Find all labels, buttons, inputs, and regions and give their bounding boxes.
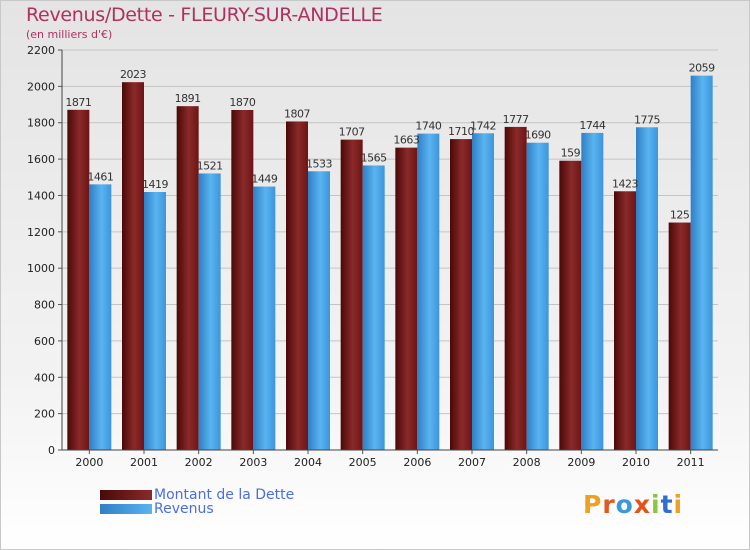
x-tick-label: 2006 — [403, 456, 431, 469]
data-label-revenue: 1533 — [306, 157, 332, 170]
data-label-revenue: 1521 — [197, 159, 223, 172]
bar-revenue — [308, 171, 330, 451]
bar-revenue — [362, 165, 385, 451]
x-tick-label: 2010 — [622, 456, 650, 469]
axes: 0 200 400 600 800 1000 1200 1400 1600 1800 2000 220… — [27, 44, 718, 469]
data-label-debt: 1870 — [229, 96, 255, 109]
data-label-revenue: 1449 — [251, 173, 277, 186]
data-label-revenue: 1565 — [361, 151, 387, 164]
x-tick-label: 2009 — [567, 456, 595, 469]
bar-debt — [286, 121, 308, 451]
bars — [67, 75, 713, 451]
bar-revenue — [526, 142, 549, 450]
y-tick-label: 1800 — [27, 117, 55, 130]
chart-subtitle: (en milliers d'€) — [26, 28, 113, 41]
data-label-revenue: 2059 — [689, 62, 715, 75]
bar-revenue — [144, 192, 166, 450]
bar-debt — [176, 106, 199, 450]
y-tick-label: 1600 — [27, 153, 55, 166]
x-tick-label: 2000 — [75, 456, 103, 469]
y-tick-label: 400 — [34, 371, 55, 384]
bar-debt — [395, 147, 418, 451]
y-tick-label: 600 — [34, 335, 55, 348]
bar-debt — [504, 126, 527, 450]
y-tick-label: 1400 — [27, 189, 55, 202]
proxiti-logo: Proxiti — [583, 490, 684, 519]
bar-revenue — [636, 127, 658, 450]
bar-revenue — [417, 133, 440, 451]
data-label-revenue: 1775 — [634, 113, 660, 126]
y-tick-label: 1000 — [27, 262, 55, 275]
bar-debt — [122, 82, 144, 450]
value-labels: 1871 1461 2023 1419 1891 1521 1870 1449 1807 1533… — [65, 62, 715, 222]
y-tick-label: 200 — [34, 408, 55, 421]
x-tick-label: 2001 — [130, 456, 158, 469]
bar-debt — [614, 191, 636, 451]
data-label-debt: 1707 — [339, 126, 365, 139]
legend-label-revenue: Revenus — [154, 501, 214, 517]
bar-revenue — [581, 132, 604, 450]
bar-revenue — [472, 133, 494, 451]
x-tick-label: 2008 — [513, 456, 541, 469]
bar-debt — [559, 160, 582, 450]
bar-debt — [231, 110, 254, 450]
x-tick-label: 2002 — [185, 456, 213, 469]
data-label-debt: 1710 — [448, 125, 474, 138]
legend-item-debt: Montant de la Dette — [100, 487, 294, 503]
y-tick-label: 1200 — [27, 226, 55, 239]
data-label-debt: 1423 — [612, 177, 638, 190]
bar-debt — [67, 109, 90, 451]
data-label-debt: 1891 — [175, 92, 201, 105]
data-label-revenue: 1742 — [470, 119, 496, 132]
bar-revenue — [690, 75, 713, 451]
data-label-revenue: 1744 — [579, 119, 605, 132]
data-label-revenue: 1690 — [525, 129, 551, 142]
x-tick-label: 2011 — [677, 456, 705, 469]
chart-title: Revenus/Dette - FLEURY-SUR-ANDELLE — [26, 4, 383, 26]
data-label-debt: 1871 — [65, 96, 91, 109]
x-tick-label: 2005 — [349, 456, 377, 469]
data-label-debt: 125 — [670, 209, 690, 222]
data-label-debt: 2023 — [120, 68, 146, 81]
data-label-debt: 1663 — [393, 134, 419, 147]
bar-debt — [668, 222, 691, 450]
data-label-revenue: 1461 — [87, 170, 113, 183]
legend-label-debt: Montant de la Dette — [154, 487, 295, 503]
y-tick-label: 2000 — [27, 80, 55, 93]
x-tick-label: 2003 — [239, 456, 267, 469]
data-label-debt: 1777 — [503, 113, 529, 126]
legend-swatch-revenue — [100, 504, 152, 514]
bar-revenue — [89, 184, 112, 450]
legend-item-revenue: Revenus — [100, 501, 214, 517]
y-tick-label: 800 — [34, 299, 55, 312]
data-label-debt: 1807 — [284, 107, 310, 120]
legend-swatch-debt — [100, 490, 152, 500]
x-tick-label: 2004 — [294, 456, 322, 469]
bar-revenue — [198, 173, 221, 451]
x-tick-label: 2007 — [458, 456, 486, 469]
bar-debt — [340, 139, 363, 451]
data-label-revenue: 1419 — [142, 178, 168, 191]
y-tick-label: 2200 — [27, 44, 55, 57]
y-tick-label: 0 — [48, 444, 55, 457]
data-label-revenue: 1740 — [415, 120, 441, 133]
bar-debt — [450, 139, 472, 450]
bar-revenue — [253, 186, 276, 450]
data-label-debt: 159 — [561, 147, 581, 160]
